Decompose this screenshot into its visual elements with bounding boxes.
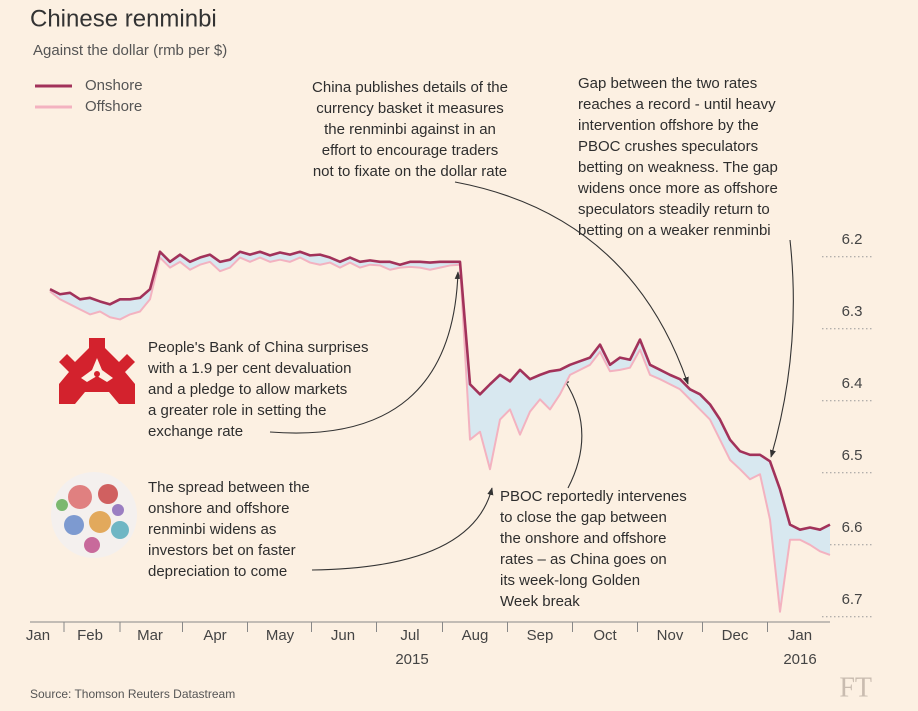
annotation: reaches a record - until heavy [578, 96, 776, 113]
x-tick-label: Jul [400, 627, 419, 644]
annotation: its week-long Golden [500, 572, 640, 589]
x-tick-label: Jan [26, 627, 50, 644]
y-tick-label: 6.3 [842, 303, 863, 320]
x-tick-label: Dec [722, 627, 749, 644]
annotation: a greater role in setting the [148, 402, 326, 419]
annotation: the onshore and offshore [500, 530, 667, 547]
series-line [49, 256, 831, 613]
y-tick-label: 6.2 [842, 231, 863, 248]
chart-subtitle: Against the dollar (rmb per $) [33, 42, 227, 59]
y-tick-label: 6.5 [842, 447, 863, 464]
annotation: PBOC reportedly intervenes [500, 488, 687, 505]
year-label: 2016 [783, 651, 816, 668]
source: Source: Thomson Reuters Datastream [30, 687, 235, 701]
y-tick-label: 6.4 [842, 375, 863, 392]
annotation: People's Bank of China surprises [148, 339, 368, 356]
annotation: speculators steadily return to [578, 201, 770, 218]
chart-title: Chinese renminbi [30, 5, 217, 32]
x-tick-label: Apr [203, 627, 226, 644]
annotation: investors bet on faster [148, 542, 296, 559]
annotation: the renminbi against in an [324, 121, 496, 138]
annotation-arrow [454, 181, 689, 385]
annotation: effort to encourage traders [322, 142, 499, 159]
ft-logo: FT [839, 672, 872, 703]
annotation: PBOC crushes speculators [578, 138, 758, 155]
annotation-arrow [311, 487, 494, 571]
y-tick-label: 6.6 [842, 519, 863, 536]
x-tick-label: Nov [657, 627, 684, 644]
legend-label: Onshore [85, 77, 143, 94]
x-tick-label: Oct [593, 627, 617, 644]
x-tick-label: May [266, 627, 295, 644]
legend-label: Offshore [85, 98, 142, 115]
annotation: to close the gap between [500, 509, 667, 526]
annotation: China publishes details of the [312, 79, 508, 96]
x-tick-label: Jan [788, 627, 812, 644]
annotation: rates – as China goes on [500, 551, 667, 568]
annotation: The spread between the [148, 479, 310, 496]
series-line [49, 250, 831, 531]
annotation-arrow [562, 377, 583, 489]
x-tick-label: Jun [331, 627, 355, 644]
annotation: Week break [500, 593, 580, 610]
annotation: with a 1.9 per cent devaluation [147, 360, 351, 377]
annotation-arrow [769, 239, 794, 458]
x-tick-label: Sep [527, 627, 554, 644]
annotation: onshore and offshore [148, 500, 290, 517]
annotation: not to fixate on the dollar rate [313, 163, 507, 180]
annotation: intervention offshore by the [578, 117, 759, 134]
annotation: betting on weakness. The gap [578, 159, 778, 176]
year-label: 2015 [395, 651, 428, 668]
pboc-logo [59, 338, 135, 404]
y-tick-label: 6.7 [842, 591, 863, 608]
annotation: betting on a weaker renminbi [578, 222, 771, 239]
x-tick-label: Feb [77, 627, 103, 644]
annotation: currency basket it measures [316, 100, 504, 117]
money-image [51, 472, 137, 558]
annotation: depreciation to come [148, 563, 287, 580]
x-tick-label: Aug [462, 627, 489, 644]
annotation: exchange rate [148, 423, 243, 440]
annotation: Gap between the two rates [578, 75, 757, 92]
annotation: renminbi widens as [148, 521, 276, 538]
x-tick-label: Mar [137, 627, 163, 644]
annotation-arrow [269, 271, 461, 434]
annotation: and a pledge to allow markets [148, 381, 347, 398]
annotation: widens once more as offshore [577, 180, 778, 197]
